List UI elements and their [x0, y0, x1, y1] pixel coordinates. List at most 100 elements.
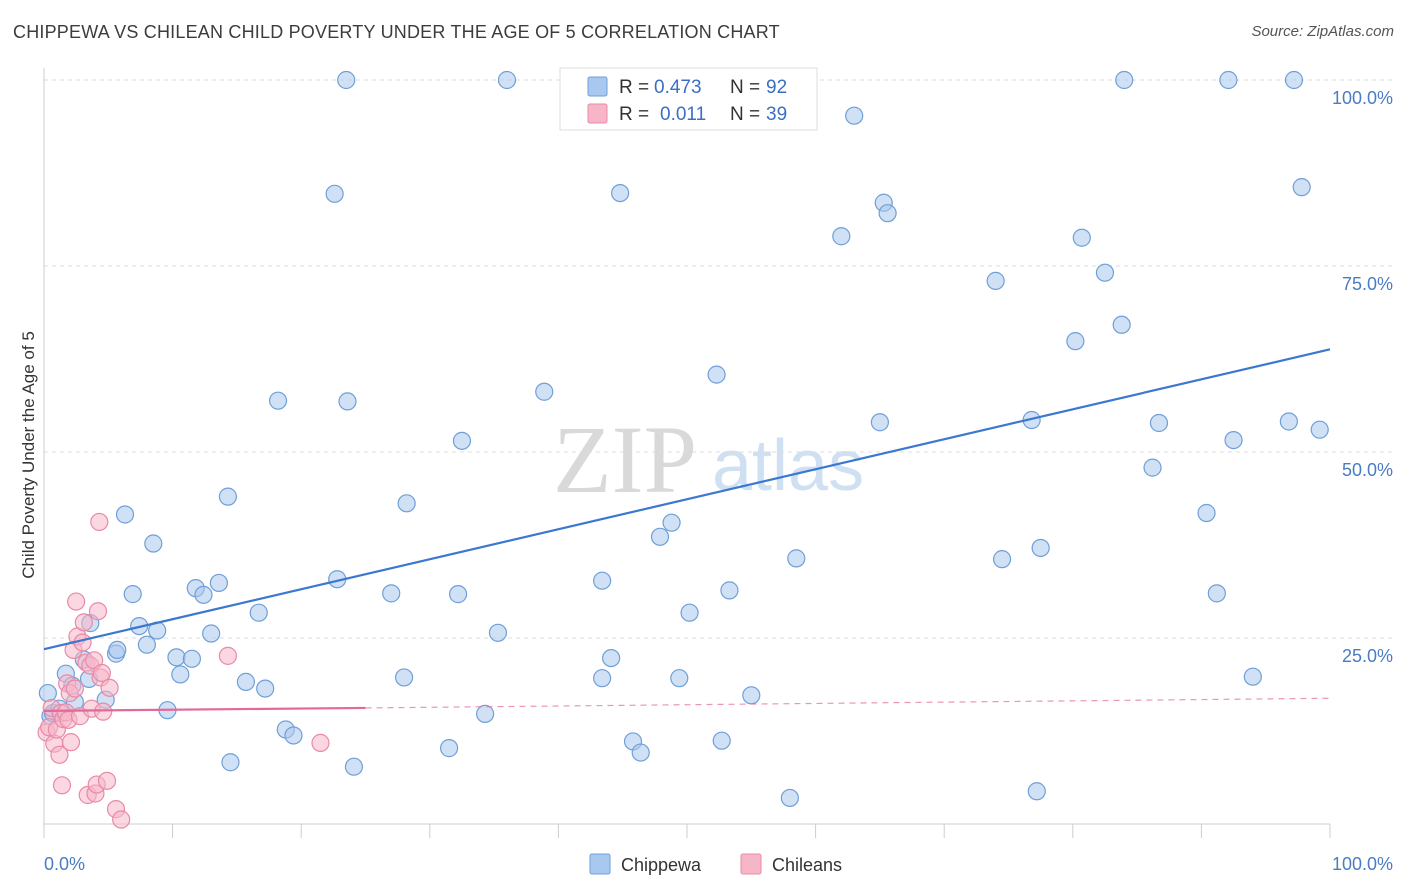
chileans-point — [50, 745, 69, 764]
chippewa-point — [832, 227, 851, 246]
series-legend: Chippewa Chileans — [589, 853, 842, 875]
chippewa-point — [631, 743, 650, 762]
chippewa-point — [1279, 412, 1298, 431]
legend-r-value-chippewa: 0.473 — [654, 77, 702, 98]
chileans-point — [112, 810, 131, 829]
chileans-trend-line-dashed — [365, 697, 1331, 709]
y-tick-label: 75.0% — [1342, 274, 1393, 294]
chileans-point — [65, 679, 84, 698]
chippewa-point — [593, 669, 612, 688]
x-ticks — [43, 824, 1331, 838]
chippewa-point — [209, 573, 228, 593]
chippewa-point — [284, 726, 303, 745]
y-tick-label: 100.0% — [1332, 88, 1393, 108]
chippewa-point — [650, 527, 670, 546]
chippewa-point — [1066, 332, 1085, 351]
chippewa-point — [171, 665, 190, 684]
chippewa-point — [1115, 70, 1134, 90]
chippewa-point — [1072, 228, 1091, 247]
legend-swatch-chileans — [587, 103, 608, 124]
series-legend-swatch-chileans — [740, 853, 762, 875]
chippewa-point — [1219, 70, 1238, 90]
legend-n-label-chileans: N = — [730, 104, 760, 125]
chippewa-point — [611, 183, 630, 203]
legend-n-label-chippewa: N = — [730, 77, 760, 98]
chippewa-point — [394, 668, 414, 687]
y-tick-labels: 25.0% 50.0% 75.0% 100.0% — [1332, 88, 1393, 666]
chileans-point — [74, 613, 93, 632]
chileans-point — [61, 733, 81, 752]
chippewa-point — [1027, 782, 1046, 801]
series-legend-swatch-chippewa — [589, 853, 611, 875]
chippewa-point — [202, 624, 221, 643]
watermark-zip: ZIP — [553, 406, 697, 513]
chippewa-point — [249, 603, 268, 622]
chippewa-point — [1224, 430, 1243, 450]
grid-layer — [44, 79, 1393, 639]
chippewa-point — [680, 603, 699, 622]
chippewa-point — [845, 106, 864, 125]
chippewa-point — [1031, 538, 1050, 558]
chart-source: Source: ZipAtlas.com — [1251, 23, 1394, 40]
chippewa-point — [1143, 458, 1162, 477]
chileans-point — [218, 646, 237, 665]
chippewa-point — [236, 672, 256, 691]
chippewa-point — [218, 487, 237, 506]
chippewa-point — [1310, 420, 1329, 439]
chippewa-point — [344, 757, 364, 776]
chippewa-point — [535, 382, 554, 401]
chileans-point — [311, 733, 330, 753]
chippewa-point — [439, 739, 459, 758]
chippewa-point — [878, 204, 897, 223]
chippewa-point — [108, 640, 127, 660]
x-tick-label-min: 0.0% — [44, 854, 85, 874]
chippewa-point — [137, 635, 156, 654]
chileans-point — [100, 678, 119, 697]
chippewa-point — [488, 623, 508, 642]
chippewa-point — [712, 731, 731, 750]
chippewa-point — [325, 184, 344, 203]
series-legend-label-chileans: Chileans — [772, 855, 842, 875]
series-legend-label-chippewa: Chippewa — [621, 855, 702, 875]
chippewa-point — [337, 70, 356, 90]
legend-r-label-chippewa: R = — [619, 77, 649, 98]
chippewa-point — [787, 549, 806, 568]
chippewa-point — [123, 585, 142, 604]
chippewa-point — [382, 584, 401, 603]
chippewa-point — [593, 571, 612, 590]
chippewa-point — [1284, 70, 1304, 90]
chippewa-point — [221, 753, 240, 772]
watermark-atlas: atlas — [712, 426, 864, 506]
watermark: ZIP atlas — [553, 406, 864, 513]
chippewa-point — [720, 581, 739, 600]
chippewa-point — [268, 391, 288, 410]
chippewa-point — [742, 686, 761, 705]
chippewa-point — [1243, 667, 1262, 686]
stats-legend: R = 0.473 N = 92 R = 0.011 N = 39 — [559, 67, 818, 131]
chileans-point — [97, 771, 117, 790]
chileans-point — [92, 663, 111, 683]
trend-lines — [43, 348, 1331, 713]
chippewa-point — [448, 585, 468, 604]
legend-n-value-chileans: 39 — [766, 104, 787, 125]
chippewa-point — [194, 585, 213, 604]
y-axis-label: Child Poverty Under the Age of 5 — [19, 331, 38, 579]
legend-r-label-chileans: R = — [619, 104, 649, 125]
chippewa-point — [497, 70, 517, 90]
chileans-point — [94, 702, 113, 721]
chippewa-point — [452, 431, 472, 450]
chippewa-point — [707, 365, 726, 384]
chippewa-point — [670, 669, 689, 688]
chileans-point — [90, 512, 109, 532]
chippewa-point — [992, 550, 1012, 569]
chippewa-point — [602, 648, 621, 668]
chippewa-point — [1197, 503, 1216, 523]
legend-r-value-chileans: 0.011 — [660, 104, 706, 125]
chippewa-point — [780, 788, 799, 808]
chippewa-point — [38, 683, 57, 703]
chileans-point — [67, 592, 86, 611]
chileans-trend-line-solid — [43, 706, 366, 713]
chippewa-point — [662, 513, 681, 532]
x-tick-label-max: 100.0% — [1332, 854, 1393, 874]
